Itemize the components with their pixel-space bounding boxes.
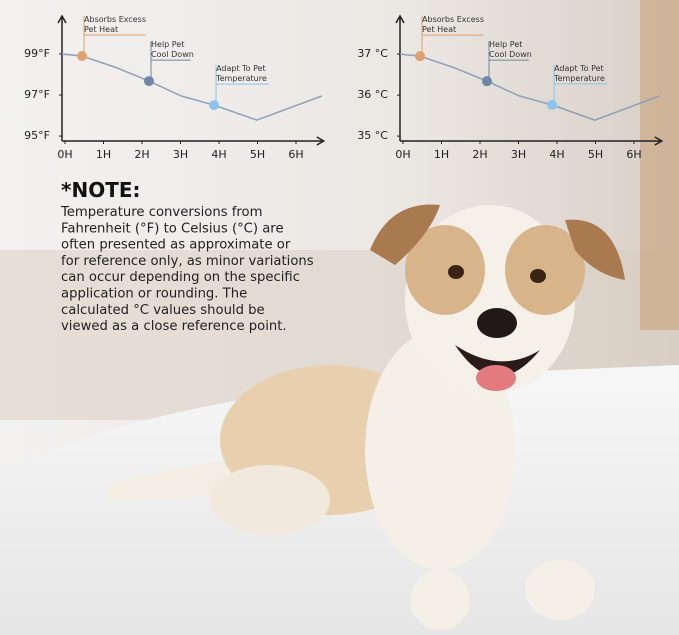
y-tick-label: 99°F — [24, 47, 50, 60]
annotation-text: Pet Heat — [84, 25, 118, 34]
note-line: can occur depending on the specific — [61, 270, 300, 285]
x-axis — [62, 136, 326, 146]
note-line: often presented as approximate or — [61, 238, 291, 253]
y-axis — [57, 14, 67, 141]
note-line: for reference only, as minor variations — [61, 254, 314, 269]
annotation-marker — [547, 99, 558, 110]
x-axis — [400, 136, 664, 146]
line-series — [399, 53, 661, 121]
x-tick-label: 1H — [96, 148, 111, 161]
x-tick-label: 0H — [395, 148, 410, 161]
annotation-leader — [83, 16, 146, 57]
x-tick-label: 5H — [250, 148, 265, 161]
annotation-marker — [77, 51, 88, 62]
annotation-marker — [209, 100, 220, 111]
note-line: calculated °C values should be — [61, 303, 265, 318]
annotation-text: Pet Heat — [422, 25, 456, 34]
annotation-text: Cool Down — [489, 50, 532, 59]
annotation-marker — [482, 76, 493, 87]
x-tick-label: 0H — [57, 148, 72, 161]
annotation-leader — [150, 41, 191, 82]
y-tick-label: 36 °C — [357, 88, 388, 101]
note-line: application or rounding. The — [61, 287, 247, 302]
y-tick-label: 95°F — [24, 129, 50, 142]
x-tick-label: 2H — [134, 148, 149, 161]
annotation-text: Adapt To Pet — [216, 64, 266, 73]
annotation-text: Temperature — [215, 74, 267, 83]
y-tick-label: 35 °C — [357, 129, 388, 142]
x-tick-label: 6H — [626, 148, 641, 161]
x-tick-label: 3H — [511, 148, 526, 161]
annotation-text: Help Pet — [151, 40, 184, 49]
annotation-marker — [415, 51, 426, 62]
note-line: Fahrenheit (°F) to Celsius (°C) are — [61, 221, 284, 236]
annotation-text: Adapt To Pet — [554, 64, 604, 73]
note-line: Temperature conversions from — [60, 205, 262, 220]
x-tick-label: 6H — [288, 148, 303, 161]
dog — [105, 204, 625, 630]
annotation-marker — [144, 76, 155, 87]
annotation-leader — [421, 16, 484, 57]
annotation-text: Absorbs Excess — [422, 15, 484, 24]
annotation-text: Help Pet — [489, 40, 522, 49]
x-tick-label: 1H — [434, 148, 449, 161]
annotation-text: Temperature — [553, 74, 605, 83]
x-tick-label: 4H — [211, 148, 226, 161]
annotation-leader — [215, 65, 269, 106]
note-line: viewed as a close reference point. — [61, 319, 287, 334]
x-tick-label: 5H — [588, 148, 603, 161]
y-axis — [395, 14, 405, 141]
x-tick-label: 3H — [173, 148, 188, 161]
x-tick-label: 2H — [472, 148, 487, 161]
annotation-text: Absorbs Excess — [84, 15, 146, 24]
line-series — [61, 53, 323, 121]
note-title: *NOTE: — [61, 178, 141, 202]
y-tick-label: 97°F — [24, 88, 50, 101]
furniture — [640, 0, 679, 330]
annotation-leader — [488, 41, 529, 82]
x-tick-label: 4H — [549, 148, 564, 161]
annotation-text: Cool Down — [151, 50, 194, 59]
y-tick-label: 37 °C — [357, 47, 388, 60]
annotation-leader — [553, 64, 607, 105]
